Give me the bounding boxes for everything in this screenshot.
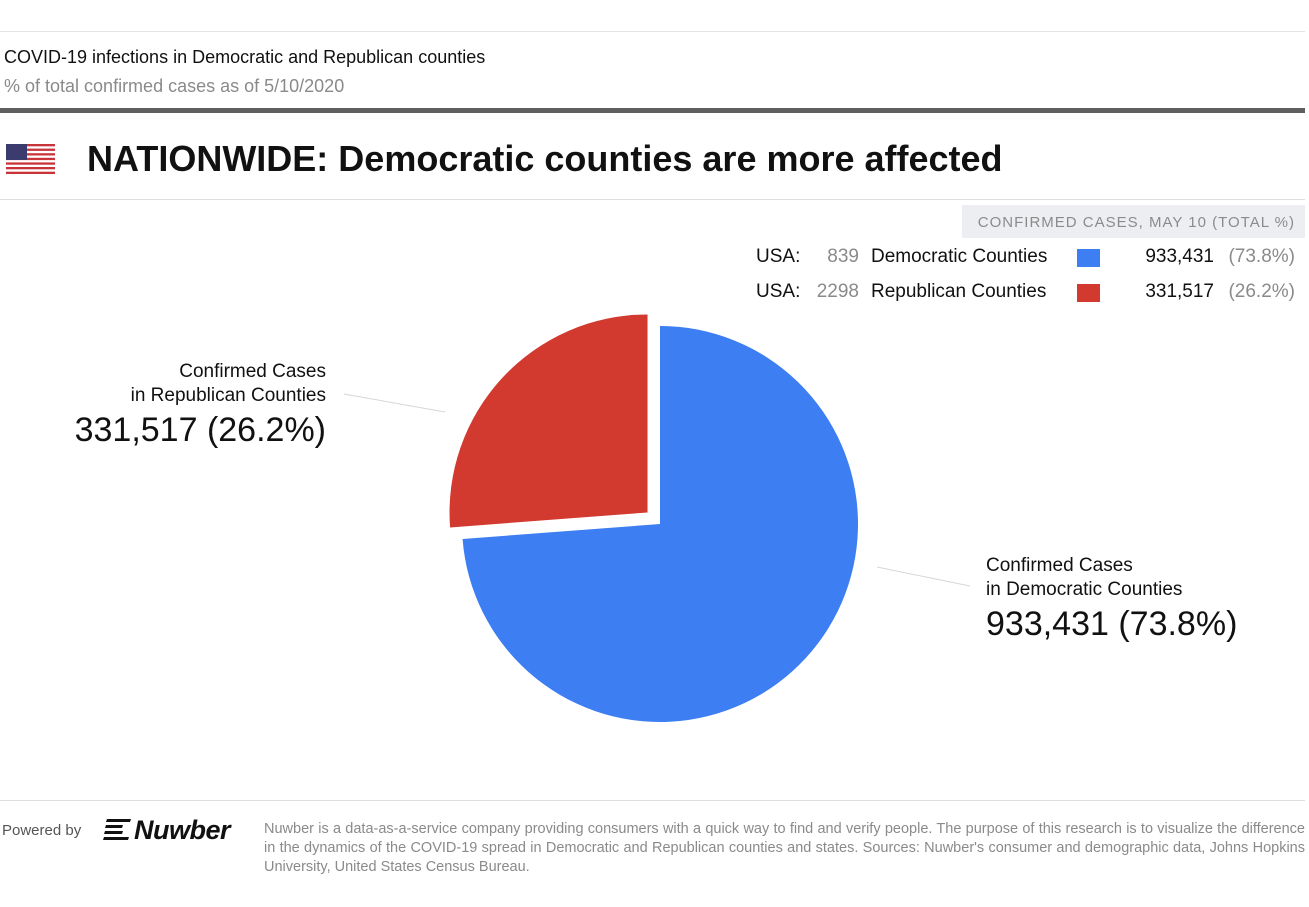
callout-democratic-line1: Confirmed Cases — [986, 555, 1133, 576]
nuwber-logo-icon — [103, 819, 131, 840]
legend-series-name: Democratic Counties — [871, 246, 1048, 267]
legend-title: CONFIRMED CASES, MAY 10 (TOTAL %) — [962, 205, 1305, 238]
legend-series-name: Republican Counties — [871, 281, 1047, 302]
top-divider — [0, 31, 1305, 32]
callout-democratic: Confirmed Cases in Democratic Counties 9… — [986, 554, 1237, 646]
us-flag-icon — [6, 144, 55, 174]
chart-subtitle: % of total confirmed cases as of 5/10/20… — [4, 76, 345, 96]
footer-description: Nuwber is a data-as-a-service company pr… — [264, 821, 1305, 875]
callout-republican-value: 331,517 (26.2%) — [74, 411, 326, 449]
callout-democratic-value: 933,431 (73.8%) — [986, 605, 1238, 643]
headline: NATIONWIDE: Democratic counties are more… — [87, 138, 1003, 179]
callout-republican: Confirmed Cases in Republican Counties 3… — [75, 360, 326, 452]
legend-percent: (26.2%) — [1228, 281, 1295, 302]
legend-row-democratic: USA: 839 Democratic Counties 933,431 (73… — [0, 246, 1309, 272]
legend-percent: (73.8%) — [1228, 246, 1295, 267]
legend-value: 331,517 — [1145, 281, 1214, 302]
legend-region: USA: — [756, 246, 801, 267]
callout-democratic-line2: in Democratic Counties — [986, 579, 1183, 600]
callout-republican-line2: in Republican Counties — [130, 385, 326, 406]
leader-line-republican — [343, 393, 446, 413]
headline-divider — [0, 199, 1305, 200]
legend-county-count: 2298 — [816, 281, 859, 302]
pie-slice-democratic — [462, 326, 858, 722]
legend-row-republican: USA: 2298 Republican Counties 331,517 (2… — [0, 281, 1309, 307]
legend-value: 933,431 — [1145, 246, 1214, 267]
callout-republican-line1: Confirmed Cases — [179, 361, 326, 382]
legend-swatch-democratic — [1077, 249, 1100, 267]
nuwber-logo-text: Nuwber — [134, 814, 231, 845]
nuwber-logo[interactable]: Nuwber — [103, 814, 231, 845]
legend-swatch-republican — [1077, 284, 1100, 302]
header-divider — [0, 108, 1305, 113]
footer-divider — [0, 800, 1305, 801]
leader-line-democratic — [876, 566, 971, 587]
chart-supertitle: COVID-19 infections in Democratic and Re… — [4, 47, 486, 67]
powered-by-label: Powered by — [2, 822, 82, 839]
legend-county-count: 839 — [827, 246, 859, 267]
pie-slice-republican — [449, 314, 648, 528]
legend-region: USA: — [756, 281, 801, 302]
